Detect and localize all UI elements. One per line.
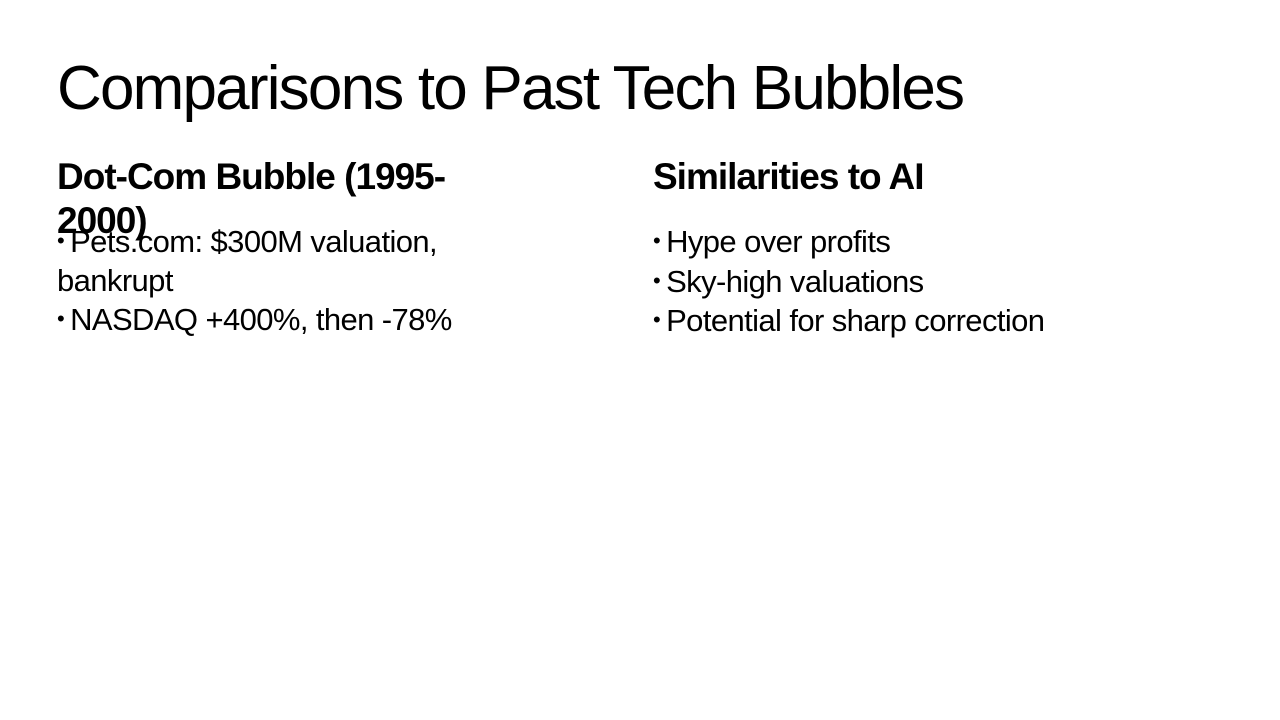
column-heading: Dot-Com Bubble (1995-2000) <box>57 156 446 241</box>
bullet-text: Hype over profits <box>666 224 891 259</box>
bullet-icon: • <box>653 307 661 332</box>
bullet-text: Sky-high valuations <box>666 263 924 299</box>
bullet-list: • Hype over profits • Sky-high valuations … <box>653 222 1213 341</box>
bullet-text: NASDAQ +400%, then -78% <box>70 302 452 337</box>
column-heading: Similarities to AI <box>653 156 925 197</box>
bullet-icon: • <box>653 267 661 293</box>
slide-title: Comparisons to Past Tech Bubbles <box>57 54 965 123</box>
bullet-item: • Sky-high valuations <box>653 262 1213 302</box>
bullet-icon: • <box>57 306 65 331</box>
bullet-list: • Pets.com: $300M valuation, bankrupt • NA… <box>57 222 527 340</box>
bullet-item: • Potential for sharp correction <box>653 301 1213 341</box>
bullet-item: • Pets.com: $300M valuation, bankrupt <box>57 222 527 300</box>
bullet-text: Potential for sharp correction <box>666 303 1045 338</box>
bullet-icon: • <box>57 228 65 253</box>
bullet-icon: • <box>653 228 661 253</box>
bullet-item: • Hype over profits <box>653 222 1213 262</box>
bullet-text: Pets.com: $300M valuation, bankrupt <box>57 224 438 298</box>
bullet-item: • NASDAQ +400%, then -78% <box>57 300 527 340</box>
